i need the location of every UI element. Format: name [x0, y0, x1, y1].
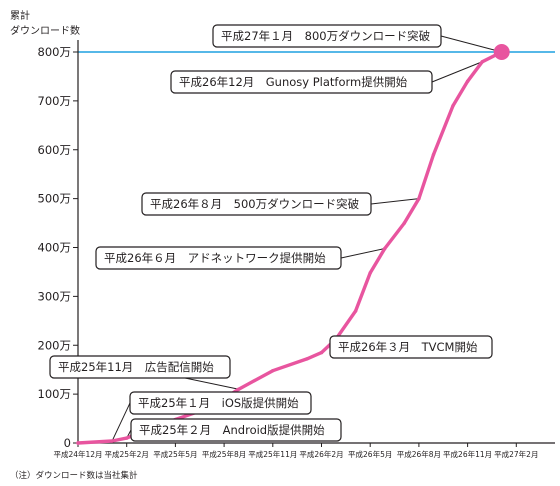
series-layer — [76, 44, 510, 445]
x-tick-label: 平成27年2月 — [494, 449, 538, 459]
y-tick-label: 400万 — [38, 241, 71, 255]
y-tick-label: 500万 — [38, 192, 71, 206]
ylabel-line1: 累計 — [10, 9, 30, 22]
callout-leaders — [111, 35, 502, 442]
data-point — [451, 104, 455, 108]
callout-frame — [170, 70, 433, 94]
callout-leader — [440, 35, 502, 53]
callout-frame — [130, 418, 342, 442]
endpoint-marker — [493, 44, 510, 60]
callout-leader — [111, 402, 131, 442]
callout-leader — [370, 198, 419, 205]
callout-frame — [141, 192, 372, 216]
axes — [77, 40, 555, 444]
callout-frame — [95, 246, 342, 270]
callout-text: 平成26年３月 TVCM開始 — [338, 340, 478, 354]
footnote: （注）ダウンロード数は当社集計 — [10, 470, 138, 481]
callout-box: 平成26年８月 500万ダウンロード突破 — [141, 192, 372, 216]
y-tick-label: 100万 — [38, 387, 71, 401]
data-point — [76, 441, 80, 445]
y-tick-label: 200万 — [38, 338, 71, 352]
callout-frame — [212, 24, 442, 48]
callout-leader — [184, 377, 239, 390]
callout-box: 平成26年３月 TVCM開始 — [329, 335, 493, 359]
callout-box: 平成26年12月 Gunosy Platform提供開始 — [170, 70, 433, 94]
callout-box: 平成25年２月 Android版提供開始 — [130, 418, 342, 442]
callout-text: 平成27年１月 800万ダウンロード突破 — [221, 29, 431, 43]
x-tick-label: 平成26年5月 — [348, 449, 392, 459]
x-tick-label: 平成26年11月 — [443, 449, 492, 459]
x-tick-label: 平成25年8月 — [202, 449, 246, 459]
x-tick-label: 平成24年12月 — [53, 449, 102, 459]
x-tick-label: 平成25年5月 — [153, 449, 197, 459]
ylabel-line2: ダウンロード数 — [10, 24, 80, 37]
x-tick-label: 平成25年2月 — [105, 449, 149, 459]
data-point — [237, 387, 241, 391]
y-tick-label: 300万 — [38, 289, 71, 303]
data-point — [319, 350, 324, 355]
y-tick-label: 700万 — [38, 94, 71, 108]
x-tick-label: 平成26年8月 — [397, 449, 441, 459]
y-ticks: 0 100万 200万 300万 400万 500万 600万 700万 800万 — [38, 45, 78, 450]
data-point — [465, 79, 470, 84]
data-point — [402, 221, 406, 225]
data-point — [353, 309, 358, 313]
x-ticks: 平成24年12月 平成25年2月 平成25年5月 平成25年8月 平成25年11月 平成2… — [53, 443, 538, 459]
data-point — [383, 246, 387, 251]
data-point — [110, 439, 114, 443]
callout-text: 平成25年２月 Android版提供開始 — [139, 423, 325, 437]
data-point — [480, 60, 484, 64]
data-point — [431, 152, 436, 157]
callout-text: 平成26年６月 アドネットワーク提供開始 — [104, 251, 326, 265]
callout-leader — [431, 61, 483, 83]
callout-leader — [340, 247, 385, 259]
data-point — [125, 436, 129, 440]
callout-text: 平成25年１月 iOS版提供開始 — [138, 396, 299, 410]
callout-text: 平成26年８月 500万ダウンロード突破 — [150, 197, 360, 211]
callout-text: 平成26年12月 Gunosy Platform提供開始 — [179, 75, 408, 89]
callout-frame — [49, 355, 231, 379]
y-tick-label: 0 — [64, 436, 71, 450]
x-tick-label: 平成26年2月 — [299, 449, 343, 459]
data-point — [271, 368, 275, 373]
data-point — [417, 196, 421, 201]
y-tick-label: 600万 — [38, 143, 71, 157]
callout-box: 平成25年１月 iOS版提供開始 — [129, 391, 312, 415]
y-tick-label: 800万 — [38, 45, 71, 59]
data-point — [368, 271, 372, 275]
data-point — [305, 357, 309, 361]
callout-frame — [329, 335, 493, 359]
x-tick-label: 平成25年11月 — [248, 449, 297, 459]
callout-box: 平成26年６月 アドネットワーク提供開始 — [95, 246, 342, 270]
callout-box: 平成27年１月 800万ダウンロード突破 — [212, 24, 442, 48]
callout-frame — [129, 391, 312, 415]
callout-box: 平成25年11月 広告配信開始 — [49, 355, 231, 379]
callout-text: 平成25年11月 広告配信開始 — [58, 360, 214, 374]
